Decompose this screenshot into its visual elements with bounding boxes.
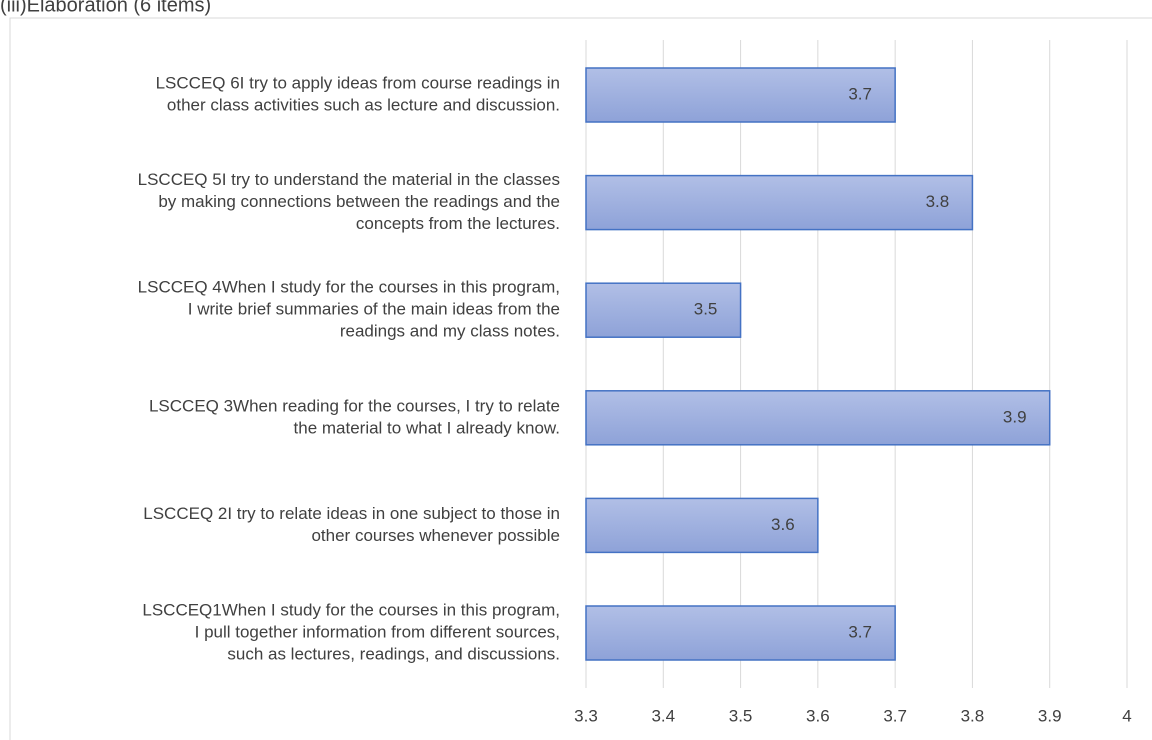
x-tick-label: 3.6 [806, 706, 830, 725]
x-tick-label: 3.3 [574, 706, 598, 725]
bar [585, 605, 896, 661]
value-label: 3.5 [694, 300, 718, 319]
bar [585, 174, 974, 231]
chart-border [9, 17, 1152, 740]
y-tick-label: the material to what I already know. [294, 418, 560, 437]
x-tick-label: 3.7 [883, 706, 907, 725]
y-tick-label: LSCCEQ1When I study for the courses in t… [142, 600, 560, 619]
x-tick-label: 3.4 [651, 706, 675, 725]
y-tick-label: I write brief summaries of the main idea… [188, 300, 560, 319]
bar [585, 67, 896, 123]
chart-title: (iii)Elaboration (6 items) [0, 0, 211, 16]
y-tick-label: LSCCEQ 6I try to apply ideas from course… [156, 73, 560, 92]
x-tick-label: 3.8 [961, 706, 985, 725]
y-tick-label: other class activities such as lecture a… [167, 95, 560, 114]
y-tick-label: LSCCEQ 5I try to understand the material… [138, 170, 560, 189]
bar [585, 390, 1051, 446]
x-tick-label: 4 [1122, 706, 1131, 725]
x-tick-label: 3.9 [1038, 706, 1062, 725]
bar [585, 497, 819, 554]
y-tick-label: other courses whenever possible [311, 526, 560, 545]
value-label: 3.7 [848, 84, 872, 103]
value-label: 3.9 [1003, 407, 1027, 426]
y-tick-label: concepts from the lectures. [356, 214, 560, 233]
y-tick-label: by making connections between the readin… [158, 192, 560, 211]
y-tick-label: LSCCEQ 2I try to relate ideas in one sub… [143, 504, 560, 523]
value-label: 3.8 [926, 192, 950, 211]
y-tick-label: such as lectures, readings, and discussi… [227, 644, 560, 663]
value-label: 3.6 [771, 515, 795, 534]
x-tick-label: 3.5 [729, 706, 753, 725]
value-label: 3.7 [848, 622, 872, 641]
y-tick-label: LSCCEQ 4When I study for the courses in … [138, 278, 560, 297]
y-tick-label: I pull together information from differe… [195, 622, 560, 641]
y-tick-label: LSCCEQ 3When reading for the courses, I … [149, 396, 560, 415]
bar [585, 282, 742, 338]
y-tick-label: readings and my class notes. [340, 322, 560, 341]
